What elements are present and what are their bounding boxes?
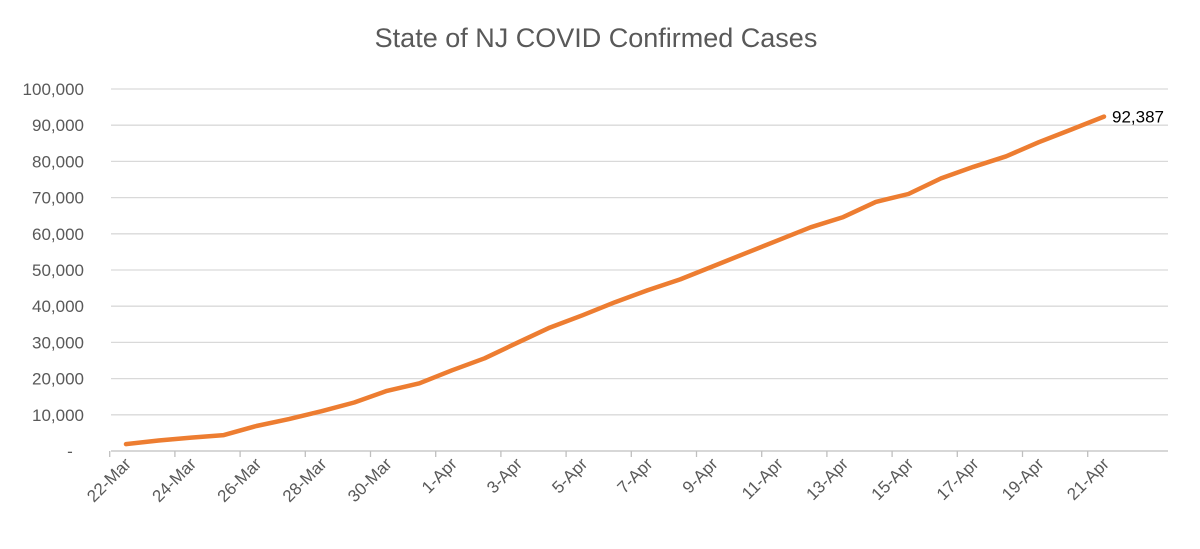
y-tick-label: 40,000	[32, 297, 84, 316]
y-axis-tick-labels: - 10,000 20,000 30,000 40,000 50,000 60,000 70,…	[23, 80, 84, 461]
chart-title: State of NJ COVID Confirmed Cases	[375, 23, 818, 53]
x-tick-label: 28-Mar	[279, 454, 331, 506]
series-line	[123, 114, 1107, 447]
y-tick-label: 90,000	[32, 116, 84, 135]
x-tick-label: 24-Mar	[149, 454, 201, 506]
y-tick-label: 20,000	[32, 370, 84, 389]
y-tick-label: -	[67, 442, 73, 461]
y-tick-label: 60,000	[32, 225, 84, 244]
x-tick-label: 30-Mar	[344, 454, 396, 506]
gridlines	[109, 88, 1168, 457]
x-tick-label: 9-Apr	[679, 454, 722, 497]
y-tick-label: 50,000	[32, 261, 84, 280]
x-tick-label: 13-Apr	[803, 454, 853, 504]
y-tick-label: 30,000	[32, 333, 84, 352]
y-tick-label: 100,000	[23, 80, 84, 99]
x-tick-label: 1-Apr	[418, 454, 461, 497]
y-tick-label: 80,000	[32, 152, 84, 171]
x-tick-label: 5-Apr	[548, 454, 591, 497]
x-tick-label: 3-Apr	[483, 454, 526, 497]
y-tick-label: 70,000	[32, 189, 84, 208]
x-tick-label: 26-Mar	[214, 454, 266, 506]
x-axis-tick-labels: 22-Mar 24-Mar 26-Mar 28-Mar 30-Mar 1-Apr 3-Apr…	[83, 454, 1113, 506]
y-tick-label: 10,000	[32, 406, 84, 425]
x-tick-label: 19-Apr	[998, 454, 1048, 504]
x-tick-label: 17-Apr	[933, 454, 983, 504]
x-tick-label: 7-Apr	[614, 454, 657, 497]
data-label: 92,387	[1112, 108, 1164, 127]
x-tick-label: 21-Apr	[1063, 454, 1113, 504]
x-tick-label: 15-Apr	[868, 454, 918, 504]
x-tick-label: 22-Mar	[83, 454, 135, 506]
series-layer	[123, 114, 1107, 447]
data-labels: 92,387	[1112, 108, 1164, 127]
x-tick-label: 11-Apr	[738, 454, 787, 503]
